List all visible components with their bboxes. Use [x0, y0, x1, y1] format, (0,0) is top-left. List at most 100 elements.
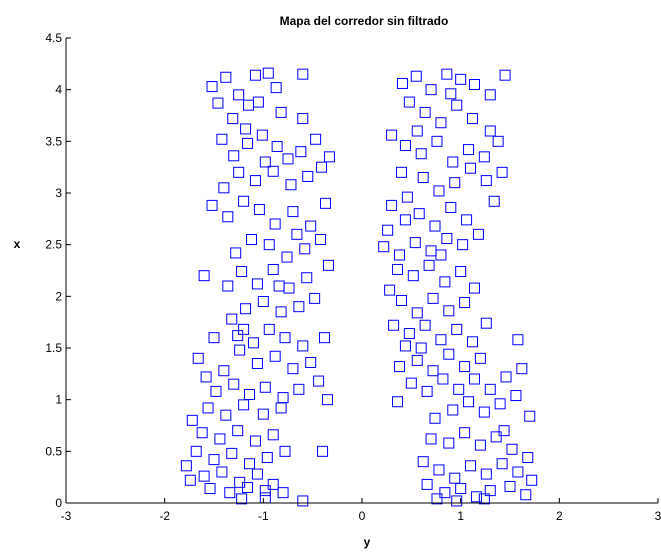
- data-point: [393, 361, 405, 373]
- x-tick-label: 0: [359, 509, 366, 523]
- data-point: [319, 197, 331, 209]
- data-point: [323, 151, 335, 163]
- data-point: [496, 458, 508, 470]
- data-point: [279, 332, 291, 344]
- data-point: [285, 179, 297, 191]
- data-point: [206, 199, 218, 211]
- data-point: [233, 89, 245, 101]
- data-point: [439, 276, 451, 288]
- data-point: [204, 483, 216, 495]
- data-point: [453, 383, 465, 395]
- data-point: [216, 133, 228, 145]
- data-point: [474, 439, 486, 451]
- data-point: [447, 404, 459, 416]
- data-point: [478, 406, 490, 418]
- data-point: [449, 177, 461, 189]
- data-point: [214, 433, 226, 445]
- data-point: [382, 224, 394, 236]
- data-point: [310, 133, 322, 145]
- data-point: [410, 70, 422, 82]
- data-point: [461, 214, 473, 226]
- data-point: [500, 371, 512, 383]
- data-point: [251, 358, 263, 369]
- data-point: [399, 139, 411, 151]
- data-point: [396, 77, 408, 89]
- data-point: [210, 385, 222, 397]
- data-point: [216, 466, 228, 478]
- data-point: [224, 487, 236, 499]
- data-point: [305, 356, 317, 368]
- data-point: [198, 270, 210, 282]
- data-point: [447, 156, 459, 168]
- data-point: [299, 243, 311, 255]
- data-point: [226, 447, 238, 459]
- x-tick-label: -1: [258, 509, 269, 523]
- data-point: [257, 408, 269, 420]
- data-point: [443, 348, 455, 360]
- data-point: [510, 390, 522, 402]
- data-point: [451, 495, 463, 507]
- y-tick-label: 0.5: [45, 444, 62, 458]
- data-point: [419, 319, 431, 331]
- data-point: [478, 493, 490, 505]
- data-point: [395, 294, 407, 306]
- data-point: [198, 470, 210, 482]
- data-point: [484, 383, 496, 395]
- data-point: [498, 425, 510, 437]
- data-point: [409, 237, 421, 249]
- axes: -3 -2 -1 0 1 2 3 0 0.5 1 1.5 2 2.5 3 3.5 4 4.5: [45, 31, 661, 523]
- data-point: [388, 319, 400, 331]
- data-point: [526, 474, 538, 486]
- data-point: [468, 373, 480, 385]
- data-point: [212, 97, 224, 109]
- data-point: [259, 485, 271, 497]
- data-point: [277, 487, 289, 499]
- data-point: [257, 296, 269, 307]
- data-point: [437, 373, 449, 385]
- data-point: [244, 458, 256, 470]
- data-point: [316, 161, 328, 173]
- data-point: [378, 241, 390, 253]
- data-point: [220, 71, 232, 83]
- y-tick-label: 3: [55, 186, 62, 200]
- data-point: [252, 96, 264, 108]
- data-point: [271, 141, 283, 152]
- x-tick-label: -2: [159, 509, 170, 523]
- data-point: [512, 334, 524, 346]
- data-point: [405, 377, 417, 389]
- data-point: [297, 495, 309, 507]
- data-point: [321, 394, 333, 406]
- data-point: [393, 249, 405, 261]
- data-point: [226, 313, 238, 325]
- data-point: [403, 328, 415, 340]
- data-point: [283, 282, 295, 294]
- data-point: [516, 363, 528, 375]
- y-tick-label: 3.5: [45, 134, 62, 148]
- data-point: [425, 245, 437, 257]
- data-point: [196, 427, 208, 439]
- data-point: [411, 125, 423, 137]
- data-point: [238, 399, 250, 411]
- data-point: [407, 270, 419, 282]
- data-point: [441, 68, 453, 80]
- data-point: [421, 385, 433, 397]
- data-point: [230, 247, 242, 259]
- data-point: [267, 263, 279, 275]
- data-point: [267, 429, 279, 441]
- data-point: [206, 81, 218, 93]
- x-tick-label: 2: [556, 509, 563, 523]
- data-point: [273, 280, 285, 292]
- data-point: [506, 443, 518, 455]
- data-point: [245, 234, 257, 245]
- data-point: [315, 234, 327, 245]
- data-point: [269, 218, 281, 230]
- data-point: [218, 365, 230, 377]
- data-point: [504, 480, 516, 492]
- data-point: [227, 113, 239, 125]
- data-point: [263, 323, 275, 335]
- data-point: [232, 330, 244, 342]
- data-point: [459, 427, 471, 439]
- data-point: [427, 365, 439, 377]
- data-point: [484, 125, 496, 137]
- data-point: [433, 464, 445, 476]
